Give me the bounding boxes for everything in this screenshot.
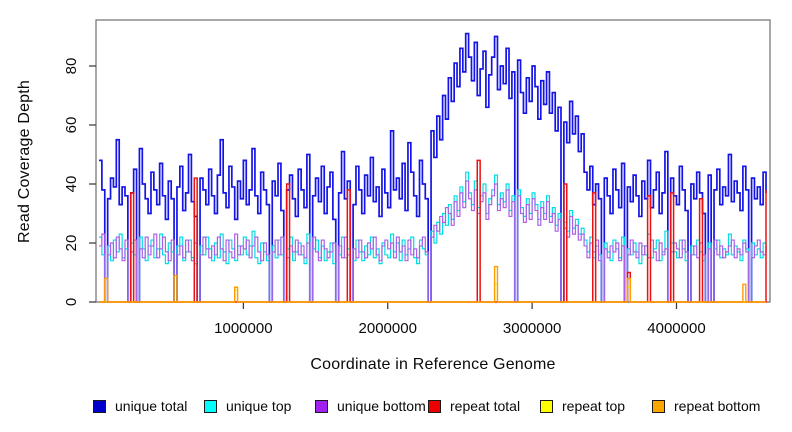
y-tick-label: 0 (63, 298, 80, 306)
legend-item: unique bottom (315, 397, 426, 415)
legend-label: unique bottom (337, 398, 426, 414)
legend-item: unique top (204, 397, 291, 415)
legend-label: repeat bottom (674, 398, 761, 414)
legend-swatch-icon (315, 399, 328, 413)
y-axis-title: Read Coverage Depth (16, 79, 33, 243)
x-tick-label: 1000000 (214, 320, 272, 337)
x-tick-label: 3000000 (503, 320, 561, 337)
y-tick-label: 60 (63, 117, 80, 134)
legend-swatch-icon (428, 399, 441, 413)
series-repeat-bottom (99, 265, 766, 303)
legend-label: unique total (115, 398, 188, 414)
legend-item: repeat total (428, 397, 520, 415)
series-repeat-top (99, 283, 766, 303)
legend-label: unique top (226, 398, 292, 414)
chart-legend: unique total unique top unique bottom repea… (0, 397, 792, 419)
y-tick-label: 80 (63, 58, 80, 75)
legend-item: unique total (93, 397, 187, 415)
x-tick-label: 2000000 (359, 320, 417, 337)
x-axis-title: Coordinate in Reference Genome (310, 356, 556, 373)
y-tick-label: 20 (63, 235, 80, 252)
legend-swatch-icon (204, 399, 217, 413)
series-unique-bottom (99, 180, 767, 303)
legend-swatch-icon (652, 399, 665, 413)
legend-swatch-icon (93, 399, 106, 413)
legend-item: repeat bottom (652, 397, 760, 415)
legend-label: repeat total (450, 398, 521, 414)
legend-item: repeat top (540, 397, 625, 415)
x-tick-label: 4000000 (647, 320, 705, 337)
legend-swatch-icon (540, 399, 553, 413)
series-unique-total (99, 32, 767, 303)
y-tick-label: 40 (63, 176, 80, 193)
legend-label: repeat top (562, 398, 626, 414)
